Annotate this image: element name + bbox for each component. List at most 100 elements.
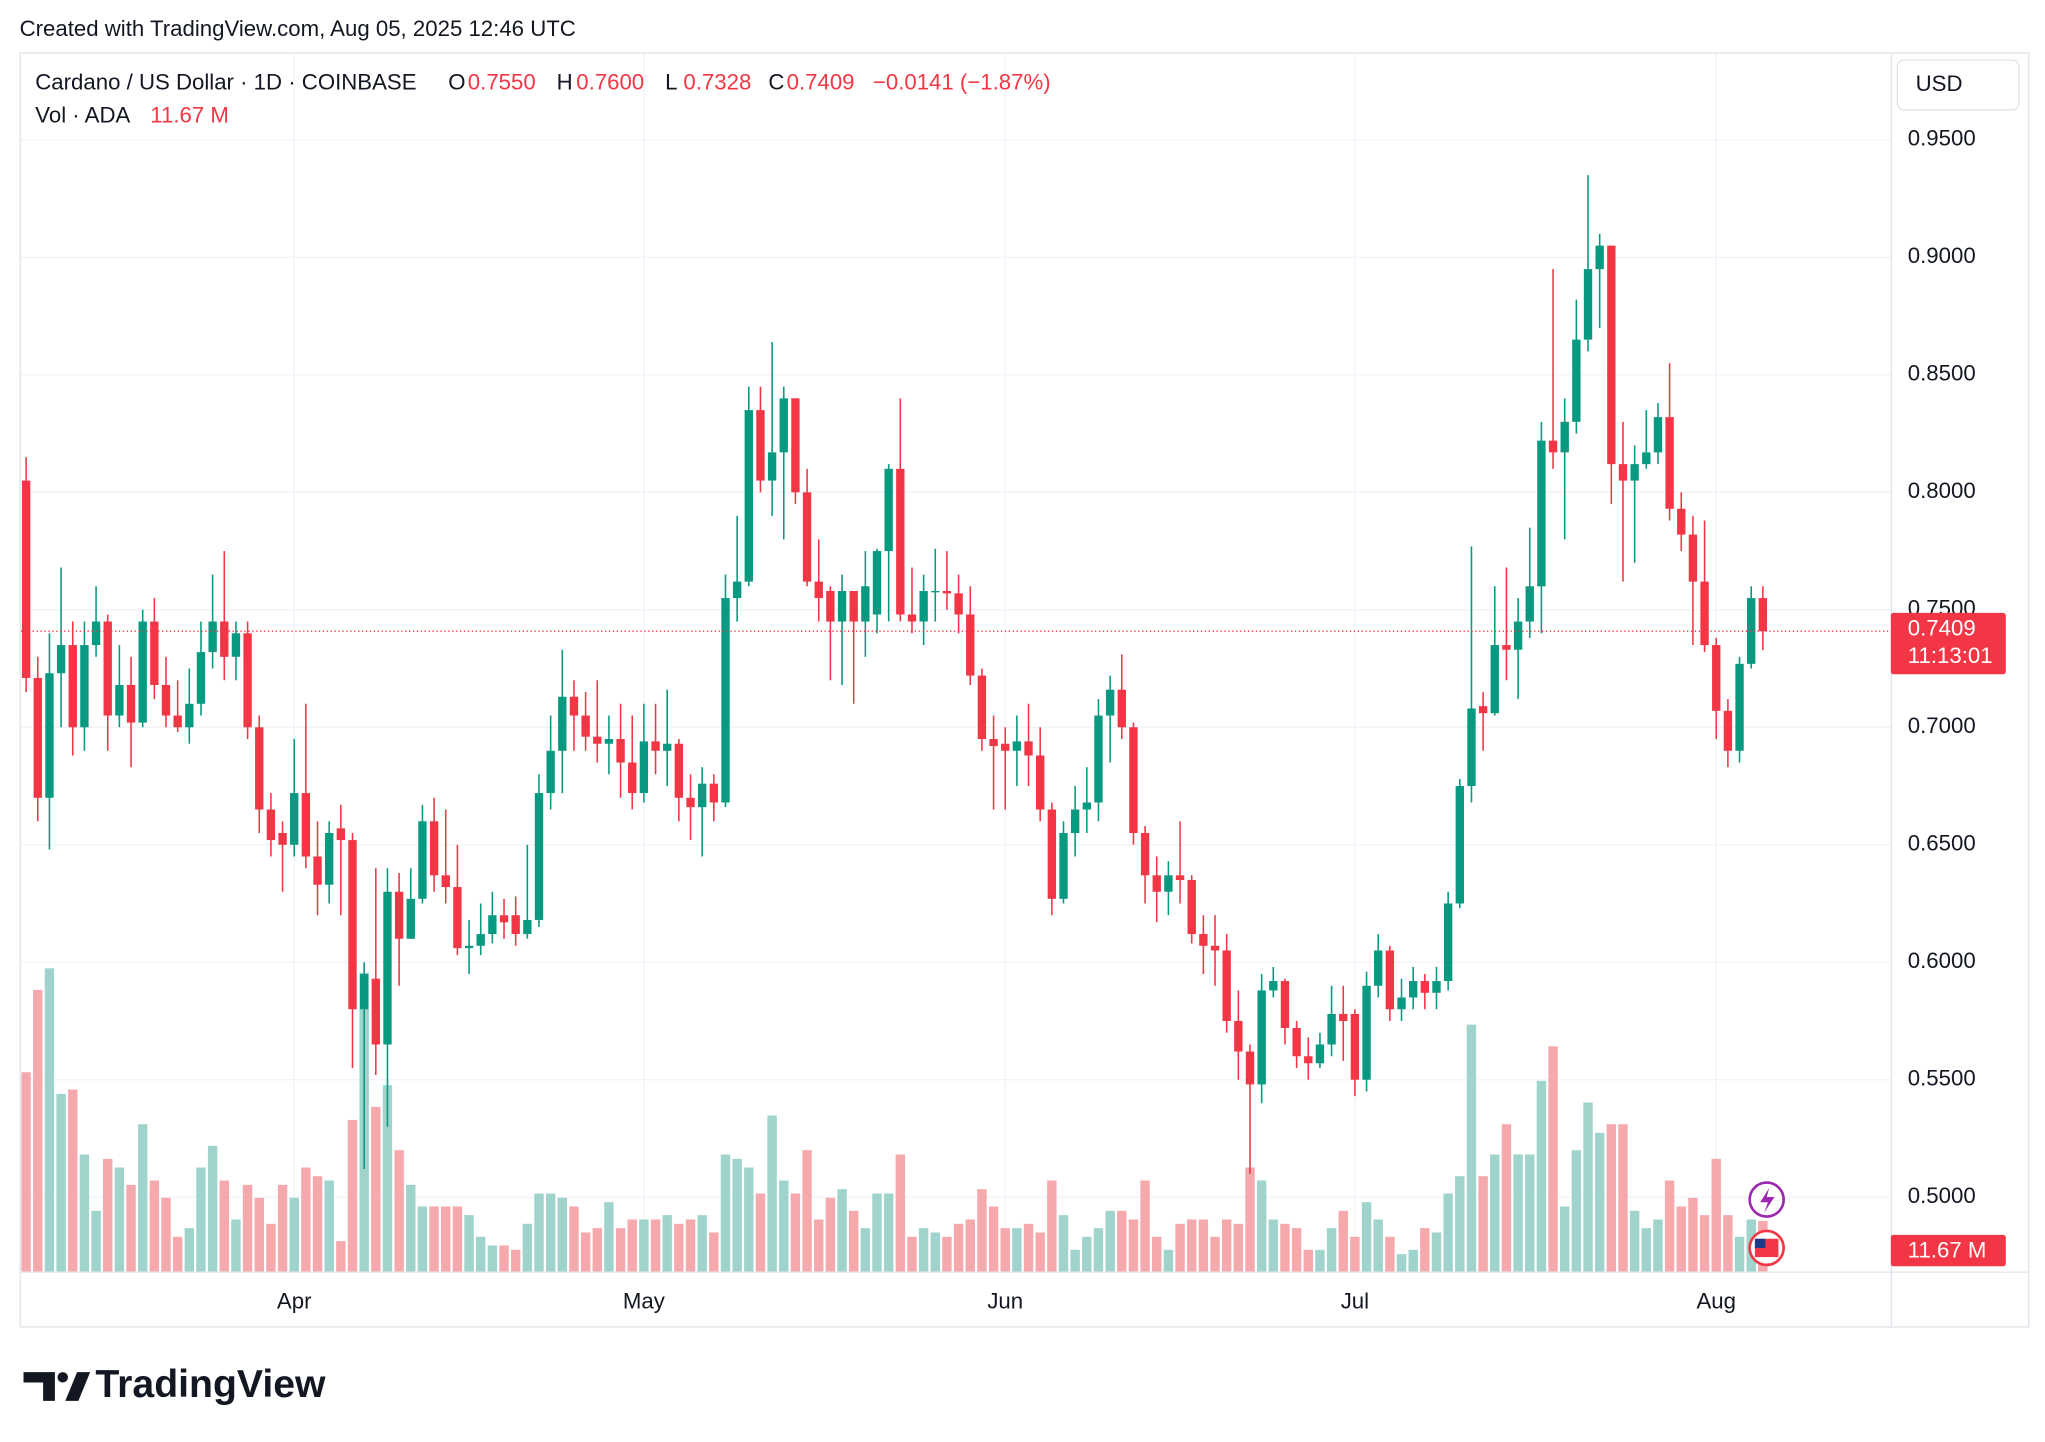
volume-bar — [965, 1219, 975, 1272]
candle-body — [1315, 1044, 1325, 1064]
candle-body — [1537, 440, 1546, 587]
legend-line: Cardano / US Dollar · 1D · COINBASE O 0.… — [35, 70, 1050, 95]
volume-bar — [674, 1223, 684, 1272]
candle-body — [429, 821, 439, 876]
candle-body — [196, 652, 206, 704]
low-value: 0.7328 — [683, 70, 751, 95]
candle-body — [21, 480, 31, 678]
candle-body — [511, 915, 520, 935]
volume-bar — [452, 1206, 463, 1272]
volume-bar — [534, 1193, 544, 1272]
volume-bar — [569, 1206, 579, 1272]
assistant-bolt — [1760, 1187, 1775, 1213]
volume-bar — [1664, 1180, 1675, 1272]
candle-body — [1362, 985, 1371, 1080]
volume-bar — [1361, 1202, 1372, 1272]
candles — [20, 175, 1891, 1174]
volume-bar — [1641, 1228, 1652, 1272]
candle-body — [348, 840, 357, 1010]
volume-bar — [406, 1184, 416, 1272]
candle-body — [1327, 1013, 1336, 1045]
volume-bar — [1548, 1046, 1558, 1272]
candle-body — [686, 797, 695, 808]
candle-body — [896, 468, 905, 615]
last-price-tag — [1890, 612, 2006, 675]
candle-body — [1502, 645, 1511, 650]
volume-bar — [312, 1176, 323, 1272]
volume-pane — [21, 968, 1768, 1272]
candle-body — [394, 891, 404, 939]
volume-bar — [883, 1193, 894, 1272]
volume-bar — [1187, 1219, 1197, 1272]
candle-body — [231, 633, 241, 657]
volume-bar — [650, 1219, 661, 1272]
candle-body — [1758, 598, 1768, 632]
candle-body — [732, 581, 742, 599]
volume-bar — [371, 1106, 381, 1272]
volume-bar — [1175, 1223, 1185, 1272]
candle-body — [546, 750, 555, 794]
candle-body — [1560, 421, 1569, 453]
currency[interactable]: USD — [1916, 71, 1963, 96]
candle-body — [837, 591, 847, 622]
candle-body — [1339, 1013, 1348, 1021]
volume-bar — [1245, 1167, 1255, 1272]
candle-body — [91, 621, 101, 646]
volume-bar — [1571, 1150, 1582, 1272]
x-tick-label: May — [623, 1289, 666, 1314]
y-tick-label: 0.8000 — [1908, 478, 1976, 503]
volume-bar — [103, 1158, 113, 1272]
volume-bar — [1291, 1228, 1302, 1272]
close-value: 0.7409 — [787, 70, 855, 95]
candle-body — [663, 743, 672, 751]
volume-bar — [732, 1158, 742, 1272]
candle-body — [779, 398, 788, 453]
volume-bar — [545, 1193, 556, 1272]
candle-body — [1036, 755, 1045, 810]
currency-button[interactable] — [1896, 59, 2020, 111]
candle-body — [523, 919, 532, 935]
candle-body — [1455, 786, 1464, 904]
volume-bar — [21, 1072, 31, 1272]
volume-bar — [720, 1154, 731, 1272]
volume-bar — [476, 1236, 486, 1272]
candle-body — [767, 452, 777, 481]
candle-body — [1583, 269, 1593, 340]
candle-body — [861, 586, 870, 622]
candle-body — [1070, 809, 1080, 834]
candle-body — [1350, 1013, 1360, 1080]
volume-bar — [44, 968, 55, 1272]
volume-bar — [580, 1232, 591, 1272]
candle-body — [942, 591, 952, 594]
candle-body — [872, 551, 882, 615]
candle-body — [1420, 981, 1430, 993]
candle-body — [1642, 452, 1651, 465]
volume-bar — [1350, 1236, 1360, 1272]
volume-bar — [1198, 1219, 1209, 1272]
candle-body — [1700, 581, 1709, 646]
logo-dot — [57, 1372, 68, 1383]
volume-bar — [1233, 1223, 1244, 1272]
volume-bar — [68, 1089, 78, 1272]
candle-body — [1572, 339, 1581, 422]
candle-body — [1478, 706, 1488, 714]
candle-body — [721, 598, 730, 803]
volume-bar — [196, 1167, 206, 1272]
volume-bar — [114, 1167, 125, 1272]
volume-bar — [382, 1085, 393, 1272]
volume-bar — [895, 1154, 906, 1272]
volume-bar — [604, 1202, 614, 1272]
candle-body — [907, 614, 917, 622]
volume-bar — [790, 1193, 801, 1272]
candle-body — [1140, 833, 1150, 876]
low-label: L — [665, 70, 677, 95]
volume-bar — [184, 1228, 195, 1272]
candle-body — [476, 934, 485, 946]
candle-body — [651, 741, 660, 751]
candle-body — [1397, 997, 1406, 1010]
candle-body — [1152, 875, 1161, 892]
volume-bar — [1653, 1219, 1663, 1272]
volume-bar — [1280, 1223, 1290, 1272]
candle-body — [1280, 981, 1290, 1029]
